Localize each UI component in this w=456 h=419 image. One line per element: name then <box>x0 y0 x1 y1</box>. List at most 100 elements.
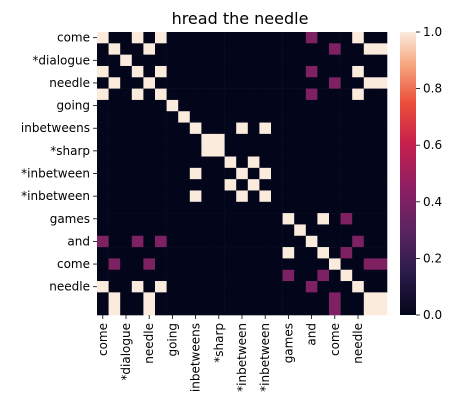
heatmap-cell <box>375 111 388 123</box>
heatmap-cell <box>97 156 109 169</box>
heatmap-cell <box>282 247 295 259</box>
heatmap-cell <box>282 122 295 135</box>
x-tick-label: *inbetween <box>258 323 272 392</box>
heatmap-cell <box>155 111 167 123</box>
heatmap-cell <box>155 247 167 259</box>
heatmap-cell <box>317 179 330 191</box>
heatmap-cell <box>340 167 353 180</box>
heatmap-cell <box>375 258 388 271</box>
heatmap-cell <box>166 122 179 135</box>
heatmap-cell <box>213 54 225 67</box>
heatmap-cell <box>201 122 214 135</box>
heatmap-cell <box>236 269 249 282</box>
heatmap-cell <box>363 32 376 44</box>
heatmap-cell <box>294 201 307 214</box>
heatmap-cell <box>120 269 133 282</box>
heatmap-cell <box>143 258 156 271</box>
heatmap-cell <box>108 133 121 146</box>
heatmap-cell <box>155 77 167 89</box>
chart-title: hread the needle <box>172 9 309 28</box>
heatmap-cell <box>305 269 318 282</box>
heatmap-cell <box>166 167 179 180</box>
heatmap-cell <box>294 235 307 248</box>
heatmap-cell <box>329 292 341 304</box>
heatmap-cell <box>120 54 133 67</box>
heatmap-cell <box>108 303 121 316</box>
heatmap-cell <box>131 292 144 304</box>
heatmap-cell <box>108 167 121 180</box>
heatmap-cell <box>131 247 144 259</box>
heatmap-cell <box>375 190 388 203</box>
heatmap-cell <box>213 201 225 214</box>
heatmap-cell <box>155 224 167 237</box>
heatmap-cell <box>189 156 202 169</box>
heatmap-cell <box>143 65 156 78</box>
heatmap-cell <box>143 77 156 89</box>
heatmap-cell <box>271 269 283 282</box>
heatmap-cell <box>131 190 144 203</box>
heatmap-cell <box>317 235 330 248</box>
heatmap-cell <box>143 88 156 101</box>
heatmap-cell <box>329 88 341 101</box>
heatmap-cell <box>224 65 237 78</box>
heatmap-cell <box>375 235 388 248</box>
heatmap-cell <box>155 258 167 271</box>
heatmap-cell <box>189 77 202 89</box>
heatmap-cell <box>352 122 365 135</box>
heatmap-cell <box>131 43 144 55</box>
heatmap-cell <box>247 201 260 214</box>
heatmap-cell <box>155 122 167 135</box>
heatmap-cell <box>282 213 295 225</box>
heatmap-cell <box>294 145 307 157</box>
y-tick-label: *sharp <box>50 144 90 158</box>
heatmap-cell <box>340 224 353 237</box>
heatmap-cell <box>317 281 330 293</box>
heatmap-cell <box>143 281 156 293</box>
heatmap-cell <box>305 235 318 248</box>
heatmap-cell <box>352 190 365 203</box>
heatmap-cell <box>329 179 341 191</box>
heatmap-cell <box>375 303 388 316</box>
heatmap-cell <box>271 303 283 316</box>
heatmap-cell <box>189 190 202 203</box>
heatmap-cell <box>178 88 191 101</box>
heatmap-cell <box>329 281 341 293</box>
heatmap-cell <box>131 145 144 157</box>
heatmap-cell <box>236 32 249 44</box>
heatmap-cell <box>363 224 376 237</box>
heatmap-cell <box>201 111 214 123</box>
heatmap-cell <box>178 156 191 169</box>
heatmap-cell <box>201 145 214 157</box>
heatmap-cell <box>247 224 260 237</box>
heatmap-cell <box>340 65 353 78</box>
heatmap-cell <box>352 43 365 55</box>
heatmap-cell <box>213 133 225 146</box>
heatmap-cell <box>131 179 144 191</box>
heatmap-cell <box>282 99 295 112</box>
heatmap-cell <box>294 281 307 293</box>
heatmap-cell <box>143 303 156 316</box>
heatmap-cell <box>166 292 179 304</box>
heatmap-cell <box>155 32 167 44</box>
heatmap-cell <box>247 292 260 304</box>
heatmap-cell <box>271 156 283 169</box>
heatmap-cell <box>352 88 365 101</box>
heatmap-cell <box>97 281 109 293</box>
heatmap-cell <box>247 88 260 101</box>
heatmap-cell <box>340 281 353 293</box>
heatmap-cell <box>143 292 156 304</box>
heatmap-cell <box>155 179 167 191</box>
heatmap-cell <box>294 54 307 67</box>
heatmap-cell <box>189 65 202 78</box>
heatmap-cell <box>155 133 167 146</box>
heatmap-cell <box>97 65 109 78</box>
heatmap-cell <box>178 54 191 67</box>
heatmap-cell <box>247 133 260 146</box>
heatmap-cell <box>189 32 202 44</box>
heatmap-cell <box>329 122 341 135</box>
heatmap-cell <box>247 247 260 259</box>
heatmap-cell <box>155 54 167 67</box>
heatmap-cell <box>108 224 121 237</box>
heatmap-cell <box>305 111 318 123</box>
heatmap-cells <box>97 32 388 316</box>
